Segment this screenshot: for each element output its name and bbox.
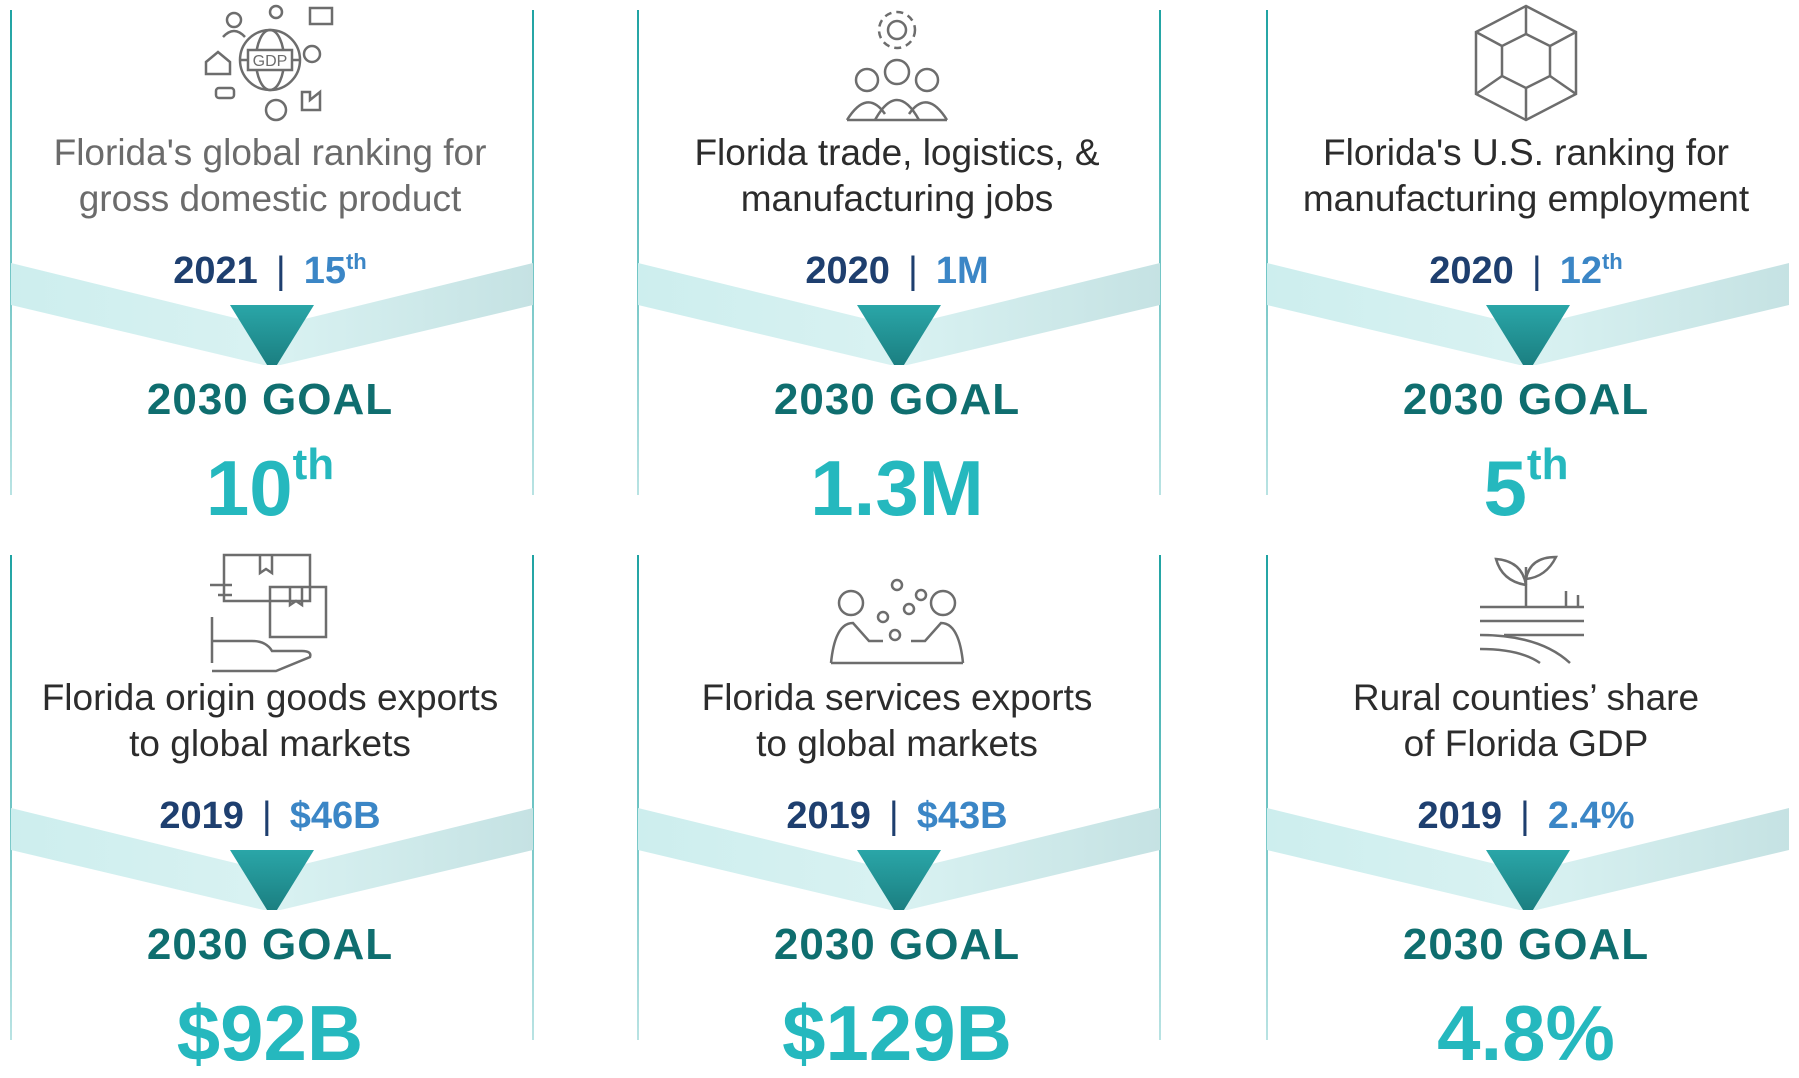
chevron-band [11, 808, 533, 910]
baseline-value: $43B [916, 795, 1008, 837]
description: Florida services exports to global market… [701, 677, 1093, 764]
baseline-value: 2.4% [1547, 795, 1635, 837]
svg-text:GDP: GDP [253, 53, 288, 70]
description: Florida's U.S. ranking for manufacturing … [1302, 132, 1750, 219]
goal-label: 2030 GOAL [1402, 920, 1650, 969]
goal-label: 2030 GOAL [773, 920, 1021, 969]
people-gear-icon [845, 10, 949, 122]
card-rural-gdp-share: Rural counties’ share of Florida GDP 2019… [1256, 545, 1796, 1077]
description: Florida trade, logistics, & manufacturing… [694, 132, 1100, 219]
goal-label: 2030 GOAL [1402, 375, 1650, 424]
baseline-stat: 2021 | 15th [173, 249, 367, 292]
baseline-stat: 2020 | 12th [1429, 249, 1623, 292]
baseline-stat: 2019 | $46B [159, 795, 381, 837]
card-services-exports: Florida services exports to global market… [627, 545, 1167, 1077]
goal-value: 4.8% [1437, 989, 1615, 1077]
sprout-field-icon [1479, 555, 1584, 665]
description: Florida's global ranking for gross domest… [53, 132, 487, 219]
goal-value: $129B [782, 989, 1012, 1077]
card-manufacturing-ranking: Florida's U.S. ranking for manufacturing … [1256, 0, 1796, 532]
goal-value: $92B [176, 989, 364, 1077]
chevron-band [638, 263, 1160, 365]
goal-label: 2030 GOAL [773, 375, 1021, 424]
hand-boxes-icon [210, 553, 328, 673]
chevron-band [11, 263, 533, 365]
baseline-stat: 2019 | $43B [786, 795, 1008, 837]
baseline-stat: 2020 | 1M [805, 250, 989, 292]
baseline-year: 2020 [805, 250, 890, 292]
baseline-year: 2020 [1429, 250, 1514, 292]
baseline-year: 2021 [173, 250, 258, 292]
description: Florida origin goods exports to global ma… [41, 677, 499, 764]
goal-value: 10th [205, 440, 335, 532]
chevron-band [1267, 808, 1789, 910]
card-jobs: Florida trade, logistics, & manufacturing… [627, 0, 1167, 532]
baseline-stat: 2019 | 2.4% [1417, 795, 1635, 837]
chevron-band [638, 808, 1160, 910]
baseline-value: 15th [303, 249, 367, 292]
baseline-value: 12th [1559, 249, 1623, 292]
description: Rural counties’ share of Florida GDP [1352, 677, 1700, 764]
goal-label: 2030 GOAL [146, 375, 394, 424]
baseline-value: $46B [289, 795, 381, 837]
card-gdp-ranking: GDP Florida's global ranking for gross do… [0, 0, 540, 532]
goal-value: 1.3M [810, 444, 984, 532]
baseline-year: 2019 [786, 795, 871, 837]
people-exchange-icon [829, 578, 965, 665]
card-goods-exports: Florida origin goods exports to global ma… [0, 545, 540, 1077]
baseline-value: 1M [935, 250, 989, 292]
goal-label: 2030 GOAL [146, 920, 394, 969]
goal-value: 5th [1483, 440, 1569, 532]
baseline-year: 2019 [1417, 795, 1503, 837]
cube-icon [1474, 4, 1578, 122]
gdp-globe-icon: GDP [204, 4, 334, 122]
chevron-band [1267, 263, 1789, 365]
baseline-year: 2019 [159, 795, 244, 837]
